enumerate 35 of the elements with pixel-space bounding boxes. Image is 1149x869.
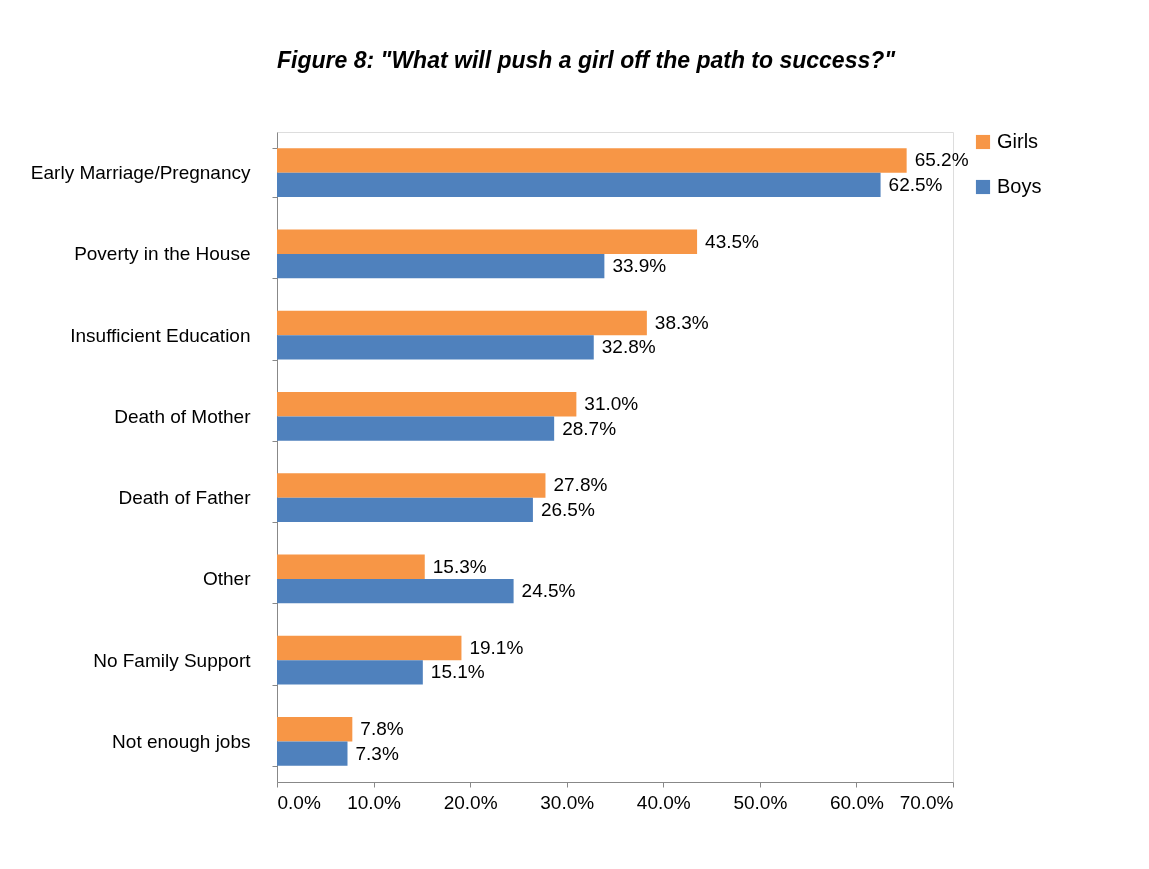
legend-label: Boys (997, 175, 1042, 197)
x-tick-label: 70.0% (899, 791, 954, 813)
y-tick-label: Death of Father (118, 487, 252, 509)
y-tick-label: Early Marriage/Pregnancy (30, 162, 251, 184)
data-label: 28.7% (562, 417, 617, 439)
data-label: 62.5% (888, 173, 943, 195)
x-tick-label: 40.0% (636, 791, 691, 813)
x-tick-label: 0.0% (277, 791, 321, 813)
legend-label: Girls (997, 130, 1039, 152)
data-label: 33.9% (612, 255, 667, 277)
y-tick-label: Death of Mother (114, 405, 252, 427)
x-tick-label: 30.0% (540, 791, 595, 813)
x-tick-label: 10.0% (347, 791, 402, 813)
x-tick-label: 20.0% (443, 791, 498, 813)
y-tick-label: Insufficient Education (70, 324, 251, 346)
x-tick-label: 50.0% (733, 791, 788, 813)
data-label: 31.0% (584, 393, 639, 415)
data-label: 38.3% (654, 311, 709, 333)
data-label: 19.1% (469, 636, 524, 658)
y-tick-label: Not enough jobs (112, 730, 251, 752)
data-label: 7.3% (355, 742, 399, 764)
x-tick-label: 60.0% (829, 791, 884, 813)
data-label: 7.8% (360, 718, 404, 740)
data-label: 15.3% (432, 555, 487, 577)
data-label: 24.5% (521, 580, 576, 602)
chart-title: Figure 8: "What will push a girl off the path to success?" (277, 47, 897, 73)
y-tick-label: No Family Support (93, 649, 252, 671)
y-tick-label: Other (202, 568, 252, 590)
data-label: 15.1% (430, 661, 485, 683)
data-label: 26.5% (540, 498, 595, 520)
data-label: 65.2% (914, 149, 969, 171)
data-label: 43.5% (705, 230, 760, 252)
data-label: 32.8% (601, 336, 656, 358)
data-label: 27.8% (553, 474, 608, 496)
y-tick-label: Poverty in the House (74, 243, 251, 265)
